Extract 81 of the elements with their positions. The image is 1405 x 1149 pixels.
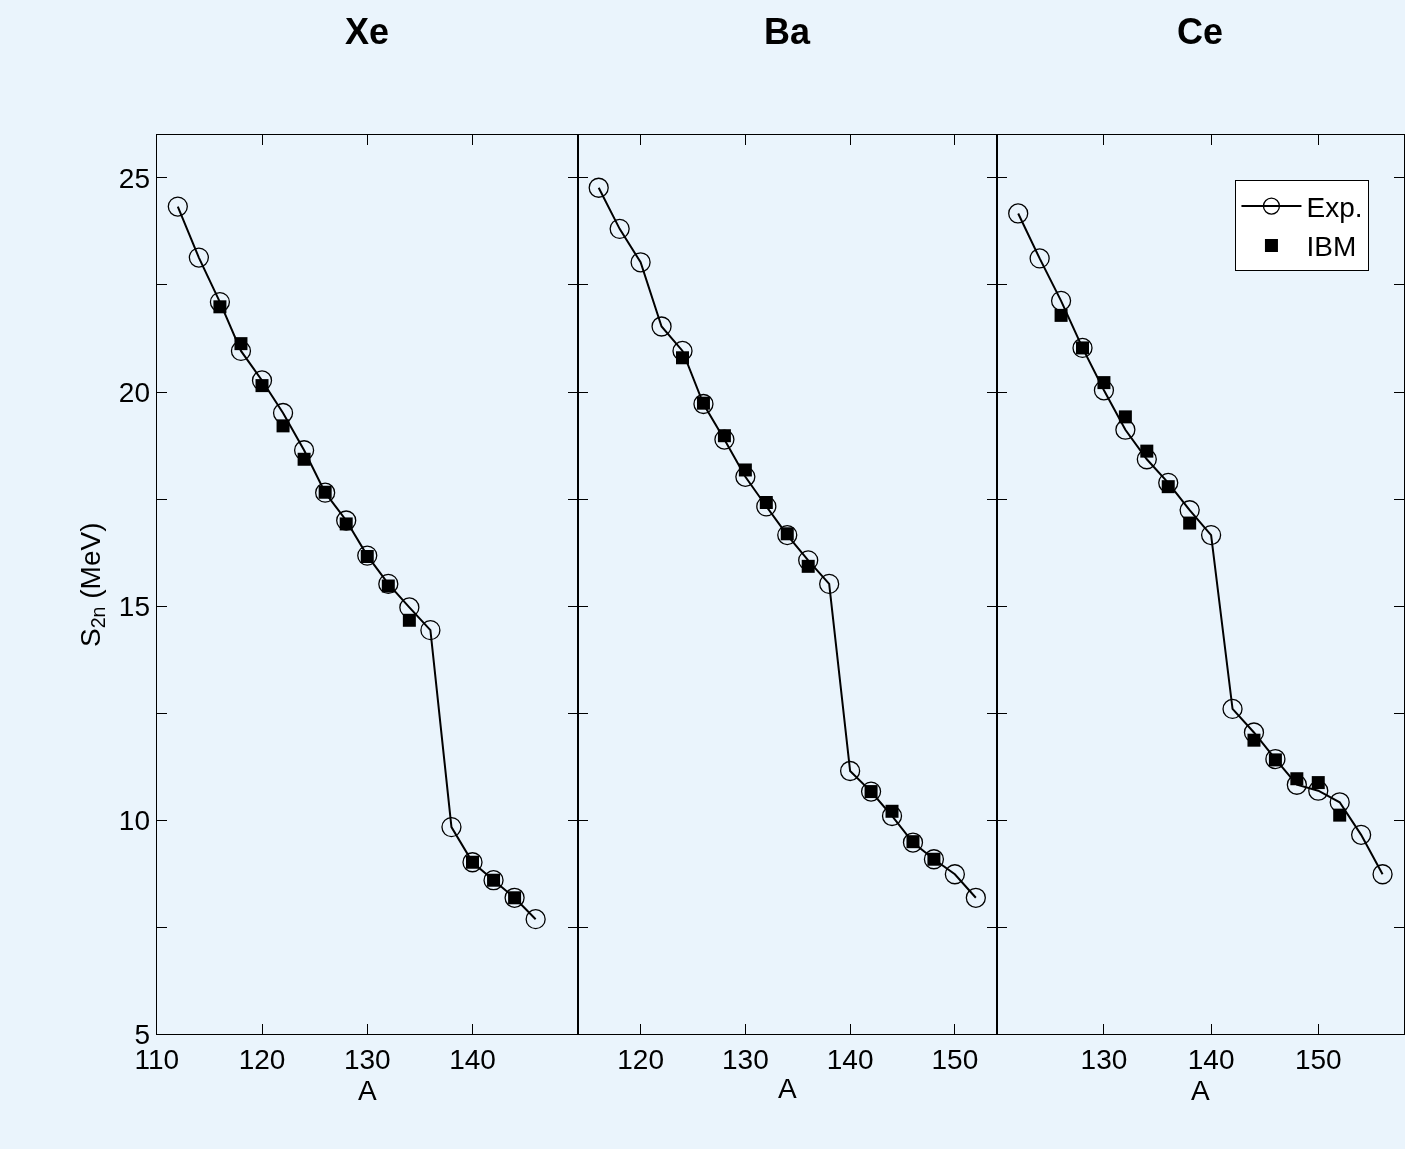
point: [525, 909, 546, 930]
point: [1222, 698, 1243, 720]
point: [1200, 524, 1222, 546]
point: [881, 805, 903, 827]
x-tick-label: 130: [1080, 1044, 1128, 1076]
point: [1118, 410, 1132, 424]
point: [251, 370, 273, 391]
point: [293, 440, 315, 461]
point: [1054, 308, 1068, 322]
point: [1093, 380, 1115, 401]
point: [777, 524, 798, 546]
point: [441, 816, 462, 838]
x-tick-label: 150: [1294, 1044, 1342, 1076]
point: [609, 218, 630, 240]
point: [839, 760, 861, 782]
point: [630, 252, 651, 273]
point: [336, 510, 357, 531]
point: [1311, 776, 1325, 790]
point: [756, 496, 777, 517]
point: [378, 573, 399, 595]
x-axis-title: A: [357, 1075, 377, 1107]
point: [420, 619, 441, 641]
chart-title: Ba: [764, 11, 811, 52]
point: [965, 887, 986, 908]
point: [676, 351, 690, 365]
point: [1329, 792, 1350, 813]
x-tick-label: 120: [617, 1044, 664, 1076]
point: [399, 597, 420, 618]
point: [1247, 733, 1261, 747]
point: [1115, 419, 1136, 440]
point: [1008, 203, 1029, 224]
point: [1351, 824, 1372, 845]
point: [1243, 722, 1265, 743]
chart-title: Xe: [345, 11, 390, 52]
point: [297, 452, 311, 466]
point: [272, 402, 294, 424]
point: [738, 463, 752, 477]
point: [234, 337, 248, 351]
point: [1136, 449, 1157, 470]
point: [1308, 780, 1329, 801]
point: [1097, 376, 1111, 390]
point: [230, 340, 252, 362]
point: [819, 573, 840, 595]
point: [209, 291, 231, 313]
chart-title: Ce: [1177, 11, 1224, 52]
point: [693, 393, 714, 415]
x-tick-label: 150: [931, 1044, 979, 1076]
point: [1029, 248, 1050, 269]
x-tick-label: 140: [449, 1044, 496, 1076]
point: [651, 316, 672, 337]
point: [714, 429, 735, 450]
x-tick-label: 140: [1187, 1044, 1235, 1076]
y-tick-label: 10: [118, 805, 151, 837]
point: [1050, 290, 1072, 311]
point: [735, 466, 756, 487]
point: [1140, 444, 1154, 458]
point: [1372, 864, 1393, 885]
point: [798, 550, 819, 571]
point: [1265, 748, 1286, 770]
point: [944, 864, 966, 885]
y-tick-label: 20: [118, 376, 151, 408]
x-tick-label: 130: [343, 1044, 391, 1076]
x-axis-title: A: [1191, 1075, 1211, 1107]
x-tick-label: 120: [238, 1044, 286, 1076]
legend-label: Exp.: [1306, 192, 1363, 224]
y-tick-label: 15: [118, 590, 151, 622]
point: [167, 196, 188, 217]
point: [276, 419, 290, 433]
point: [402, 613, 416, 627]
x-axis-title: A: [777, 1073, 797, 1105]
legend-label: IBM: [1306, 231, 1357, 263]
x-tick-label: 140: [826, 1044, 874, 1076]
point: [588, 177, 609, 198]
x-tick-label: 130: [722, 1044, 769, 1076]
point: [1333, 808, 1347, 822]
point: [1179, 500, 1200, 521]
point: [1183, 516, 1197, 530]
point: [188, 247, 210, 268]
point: [1158, 472, 1179, 493]
y-tick-label: 25: [118, 162, 151, 194]
point: [1286, 774, 1307, 795]
